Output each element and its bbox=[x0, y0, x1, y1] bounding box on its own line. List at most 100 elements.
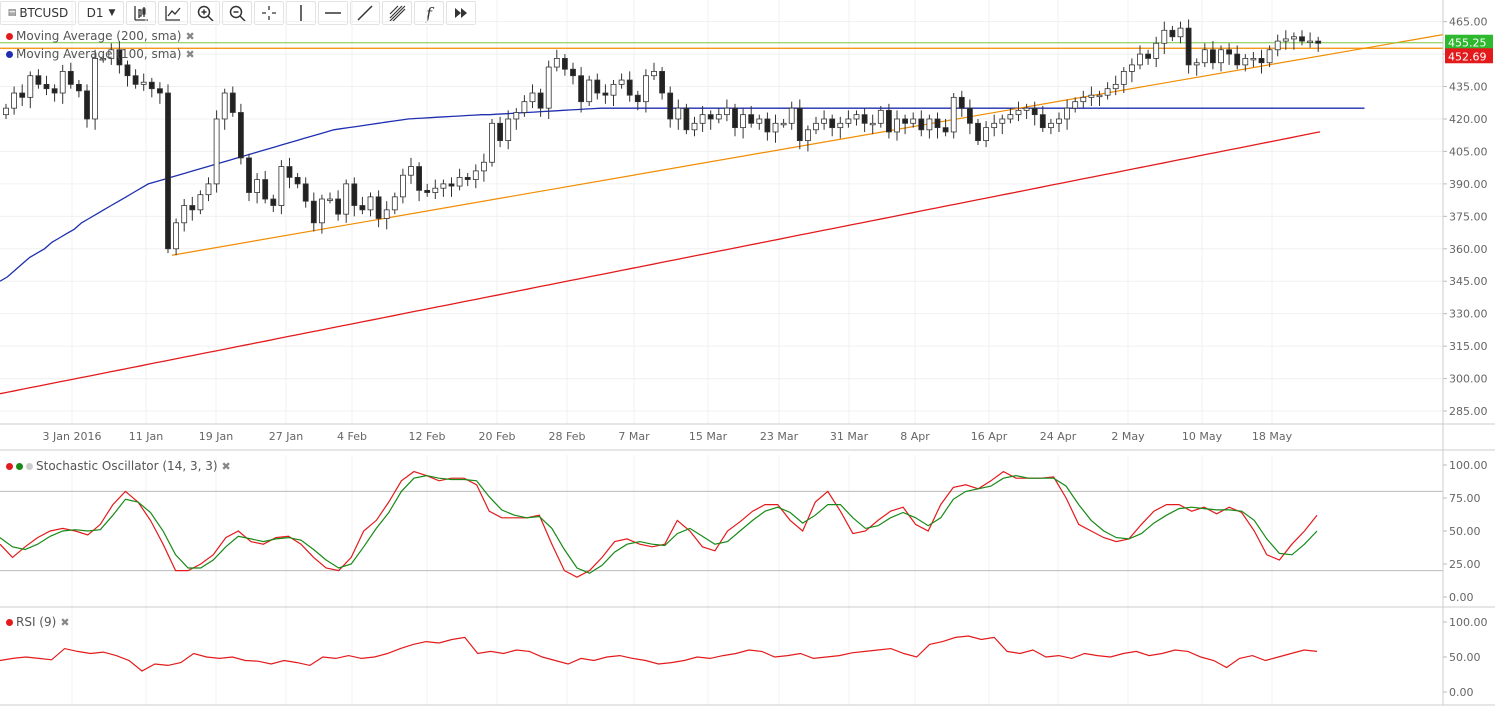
zoom-out-button[interactable] bbox=[222, 1, 252, 25]
zoom-in-icon bbox=[197, 5, 214, 22]
zoom-in-button[interactable] bbox=[190, 1, 220, 25]
candle-down bbox=[67, 70, 74, 85]
candle-up bbox=[408, 166, 414, 176]
stoch-legend-label: Stochastic Oscillator (14, 3, 3) bbox=[36, 459, 218, 473]
y-tick-label: 345.00 bbox=[1449, 275, 1488, 288]
candle-up bbox=[1201, 49, 1208, 64]
interval-selector[interactable]: D1 ▼ bbox=[78, 1, 124, 25]
function-icon: f bbox=[426, 3, 432, 23]
x-tick-label: 18 May bbox=[1252, 430, 1293, 443]
stoch-y-tick-label: 100.00 bbox=[1449, 459, 1488, 472]
candle-up bbox=[1137, 53, 1143, 66]
candle-down bbox=[570, 68, 576, 77]
candle-up bbox=[343, 183, 350, 215]
ma200-legend-label: Moving Average (200, sma) bbox=[16, 29, 182, 43]
candle-up bbox=[1007, 114, 1014, 120]
candle-up bbox=[100, 58, 107, 61]
candle-down bbox=[1299, 36, 1305, 42]
candle-up bbox=[213, 118, 220, 185]
candle-up bbox=[205, 183, 212, 196]
candle-down bbox=[683, 107, 690, 131]
rsi-color-dot bbox=[6, 618, 13, 626]
y-tick-label: 285.00 bbox=[1449, 405, 1488, 418]
ma100-path bbox=[0, 107, 1365, 282]
stochastic-panel bbox=[0, 470, 1443, 578]
x-tick-label: 11 Jan bbox=[129, 430, 163, 443]
rsi-y-tick-label: 100.00 bbox=[1449, 616, 1488, 629]
candle-up bbox=[1129, 64, 1135, 72]
candle-down bbox=[764, 118, 771, 133]
bar-chart-icon: ▤ bbox=[7, 8, 17, 18]
candle-up bbox=[1112, 83, 1119, 90]
x-tick-label: 19 Jan bbox=[199, 430, 233, 443]
x-tick-label: 28 Feb bbox=[549, 430, 586, 443]
y-tick-label: 390.00 bbox=[1449, 178, 1488, 191]
rsi-panel bbox=[0, 635, 1318, 672]
candles bbox=[3, 19, 1322, 256]
candle-up bbox=[440, 183, 447, 189]
remove-rsi-icon[interactable]: ✖ bbox=[60, 615, 70, 629]
rsi-legend: RSI (9) ✖ bbox=[6, 615, 70, 629]
rsi-y-tick-label: 50.00 bbox=[1449, 651, 1481, 664]
symbol-label: BTCUSD bbox=[19, 6, 69, 20]
candle-style-button[interactable] bbox=[126, 1, 156, 25]
symbol-selector[interactable]: ▤ BTCUSD bbox=[0, 1, 76, 25]
zoom-out-icon bbox=[229, 5, 246, 22]
candle-down bbox=[116, 49, 123, 66]
function-button[interactable]: f bbox=[414, 1, 444, 25]
y-tick-label: 435.00 bbox=[1449, 81, 1488, 94]
y-tick-label: 405.00 bbox=[1449, 145, 1488, 158]
remove-ma100-icon[interactable]: ✖ bbox=[185, 47, 195, 61]
candle-up bbox=[853, 114, 860, 120]
x-tick-label: 12 Feb bbox=[409, 430, 446, 443]
vertical-line-icon bbox=[300, 5, 302, 21]
y-tick-label: 300.00 bbox=[1449, 373, 1488, 386]
candle-down bbox=[294, 176, 301, 185]
candle-down bbox=[829, 118, 836, 129]
candle-down bbox=[707, 114, 714, 120]
vertical-line-button[interactable] bbox=[286, 1, 316, 25]
candle-up bbox=[1056, 118, 1062, 124]
candlestick-icon bbox=[134, 6, 148, 21]
candle-up bbox=[983, 127, 989, 142]
candle-up bbox=[910, 118, 917, 124]
ma100-color-dot bbox=[6, 50, 13, 58]
indicators-button[interactable] bbox=[158, 1, 188, 25]
candle-down bbox=[270, 198, 277, 206]
y-tick-label: 315.00 bbox=[1449, 340, 1488, 353]
line-chart-icon bbox=[165, 6, 181, 21]
rsi-y-tick-label: 0.00 bbox=[1449, 686, 1474, 699]
remove-ma200-icon[interactable]: ✖ bbox=[185, 29, 195, 43]
fast-forward-button[interactable] bbox=[446, 1, 476, 25]
candle-up bbox=[991, 122, 998, 129]
candle-up bbox=[894, 118, 900, 133]
candle-up bbox=[456, 176, 463, 187]
ma100-line bbox=[0, 107, 1365, 282]
interval-label: D1 bbox=[86, 6, 104, 20]
candle-down bbox=[958, 96, 965, 109]
candle-up bbox=[1266, 49, 1273, 64]
candle-down bbox=[165, 92, 171, 250]
candle-down bbox=[1185, 27, 1192, 66]
candle-down bbox=[375, 196, 382, 219]
candle-up bbox=[529, 92, 536, 103]
remove-stoch-icon[interactable]: ✖ bbox=[221, 459, 231, 473]
fibonacci-button[interactable] bbox=[382, 1, 412, 25]
candle-down bbox=[732, 107, 738, 129]
candle-down bbox=[1226, 49, 1232, 55]
candle-up bbox=[1291, 36, 1297, 40]
candle-down bbox=[76, 83, 82, 92]
candle-up bbox=[821, 118, 827, 124]
candle-up bbox=[505, 118, 512, 142]
candle-down bbox=[148, 81, 155, 90]
candle-down bbox=[189, 205, 196, 211]
horizontal-line-button[interactable] bbox=[318, 1, 348, 25]
trend-line-button[interactable] bbox=[350, 1, 380, 25]
fibonacci-icon bbox=[389, 5, 406, 22]
candle-up bbox=[553, 58, 560, 68]
candle-down bbox=[975, 122, 981, 142]
crosshair-button[interactable] bbox=[254, 1, 284, 25]
candle-up bbox=[610, 83, 617, 96]
